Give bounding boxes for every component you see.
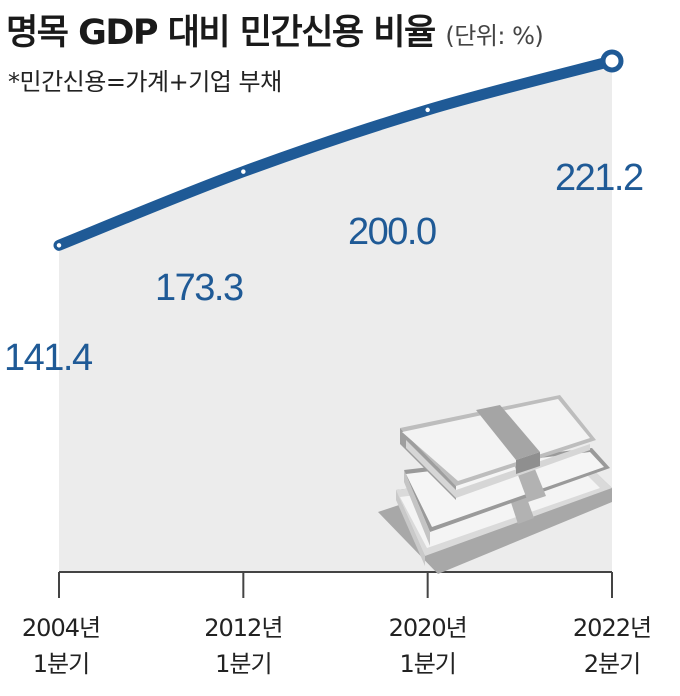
unit-label: (단위: %) [445,22,544,50]
chart-title: 명목 GDP 대비 민간신용 비율 (단위: %) [6,4,544,55]
stacked-banknotes-icon [378,395,612,574]
x-tick-label: 2012년 [204,614,282,642]
x-tick-label: 2004년 [22,614,100,642]
x-tick-label: 2022년 [573,614,651,642]
data-label: 221.2 [555,157,643,199]
data-points [55,49,624,250]
data-point [55,241,63,250]
x-tick-label: 1분기 [33,650,89,678]
title-text: 명목 GDP 대비 민간신용 비율 [6,13,436,53]
x-tick-label: 2020년 [389,614,467,642]
chart-subtitle: *민간신용=가계+기업 부채 [8,68,282,96]
x-tick-label: 1분기 [399,650,455,678]
data-label: 200.0 [348,211,436,253]
x-axis-labels: 2004년 1분기 2012년 1분기 2020년 1분기 2022년 2분기 [22,614,652,678]
data-label: 141.4 [4,337,93,379]
data-point [239,167,248,176]
series-line [53,55,618,251]
data-label: 173.3 [155,267,243,309]
data-labels: 141.4 173.3 200.0 221.2 [4,157,644,379]
x-tick-label: 1분기 [215,650,271,678]
data-point [423,106,432,114]
x-tick-label: 2분기 [584,650,640,678]
data-point [600,49,624,73]
x-axis-ticks [58,572,613,598]
